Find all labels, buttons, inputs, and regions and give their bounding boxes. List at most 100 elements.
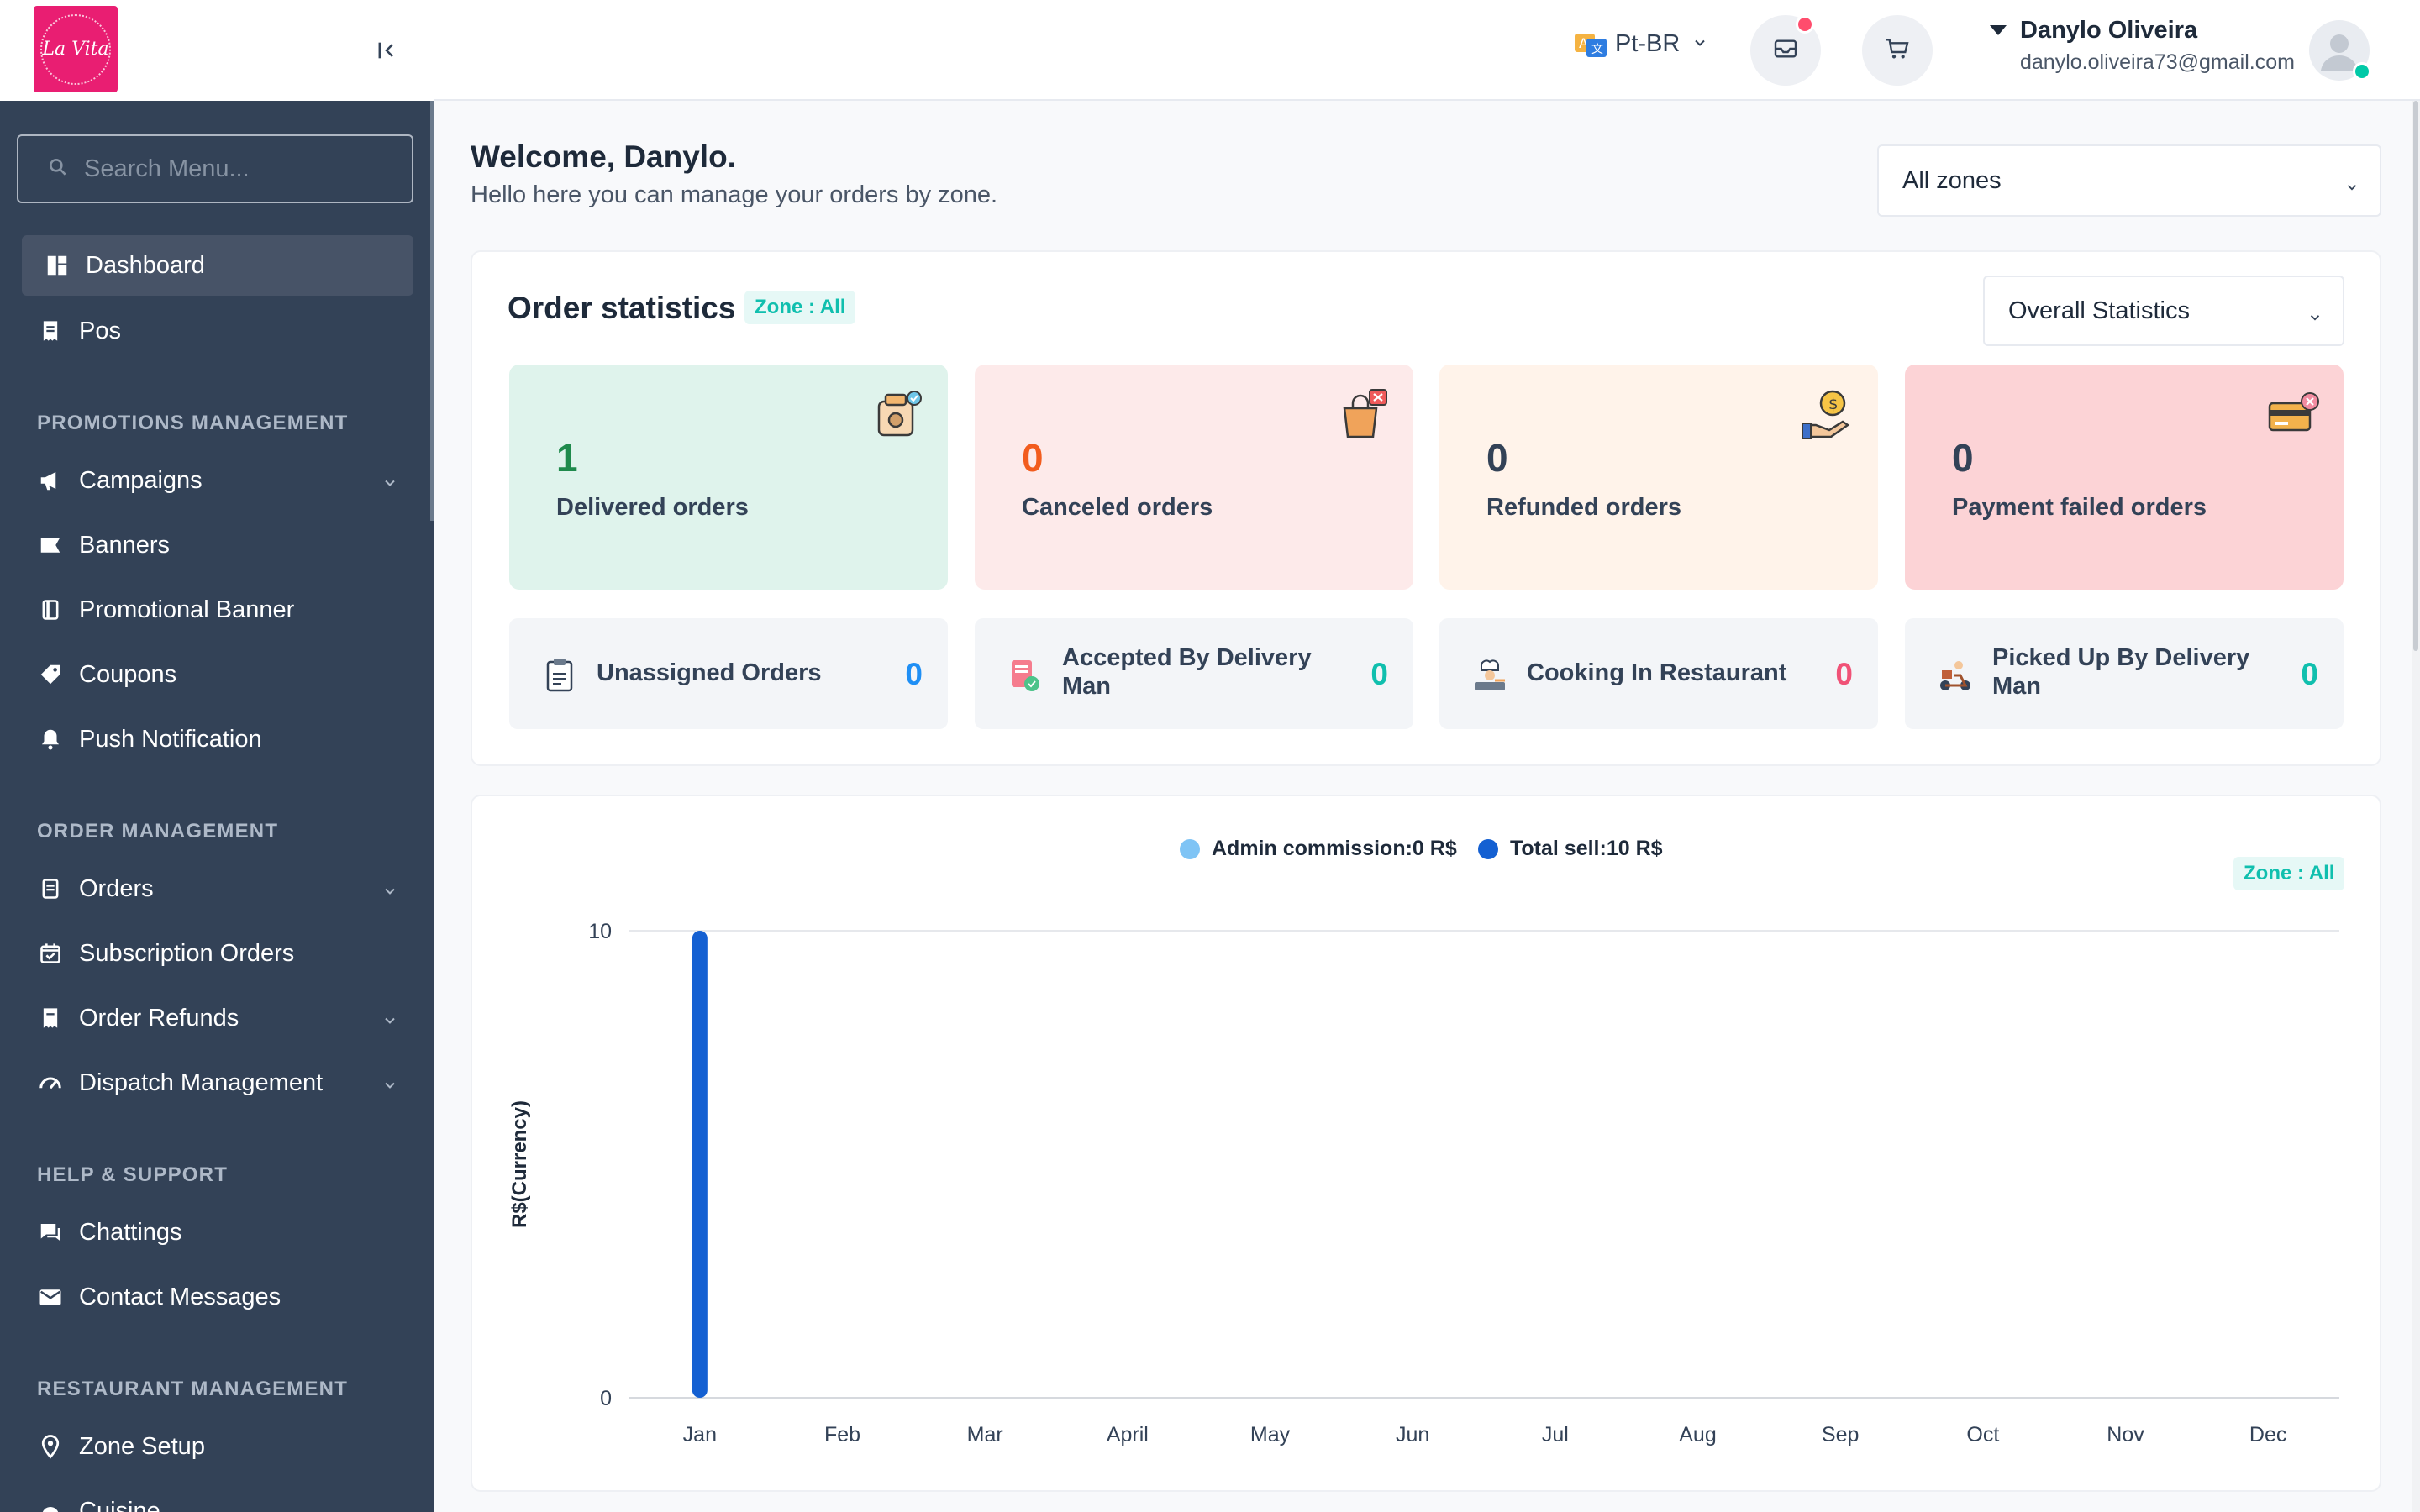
svg-text:$: $ <box>1828 396 1838 413</box>
stat-value: 0 <box>1022 436 1044 480</box>
caret-down-icon[interactable] <box>1988 24 2008 41</box>
sidebar-item-zone-setup[interactable]: Zone Setup <box>22 1416 413 1477</box>
sidebar-item-dispatch-management[interactable]: Dispatch Management <box>22 1053 413 1113</box>
banner-icon <box>35 530 66 560</box>
user-email: danylo.oliveira73@gmail.com <box>2020 50 2295 74</box>
delivery-receipt-icon <box>1007 657 1044 694</box>
picked-up-by-delivery-man-card[interactable]: Picked Up By Delivery Man 0 <box>1905 618 2344 729</box>
chevron-down-icon <box>2307 304 2323 332</box>
chevron-down-icon <box>381 1008 398 1036</box>
page-scrollbar-thumb[interactable] <box>2413 101 2418 651</box>
x-tick-label: Jul <box>1542 1423 1569 1446</box>
stat-label: Refunded orders <box>1486 494 1682 521</box>
delivered-orders-card[interactable]: 1 Delivered orders <box>509 365 948 590</box>
mini-stat-label: Accepted By Delivery Man <box>1062 644 1312 700</box>
statistics-filter-value: Overall Statistics <box>2008 297 2190 324</box>
chevron-down-icon <box>381 470 398 498</box>
bar-total-sell-jan <box>692 931 708 1398</box>
sidebar-item-label: Contact Messages <box>79 1283 281 1310</box>
sidebar-item-label: Campaigns <box>79 466 203 494</box>
stat-value: 0 <box>1952 436 1974 480</box>
delivery-scooter-icon <box>1937 657 1974 694</box>
legend-swatch <box>1478 838 1498 859</box>
canceled-orders-card[interactable]: 0 Canceled orders <box>975 365 1413 590</box>
legend-total-sell[interactable]: Total sell:10 R$ <box>1478 837 1663 861</box>
refunded-orders-card[interactable]: 0 Refunded orders $ <box>1439 365 1878 590</box>
cart-button[interactable] <box>1862 15 1933 86</box>
logo[interactable]: La Vita <box>34 6 118 92</box>
orders-icon <box>35 874 66 904</box>
y-tick-label: 10 <box>588 920 612 943</box>
mini-stat-label: Picked Up By Delivery Man <box>1992 644 2250 700</box>
search-menu-field[interactable] <box>17 134 413 203</box>
avatar[interactable] <box>2309 20 2370 81</box>
statistics-filter-select[interactable]: Overall Statistics <box>1983 276 2344 346</box>
sidebar-item-orders[interactable]: Orders <box>22 858 413 919</box>
cart-icon <box>1884 35 1911 66</box>
payment-failed-orders-card[interactable]: 0 Payment failed orders <box>1905 365 2344 590</box>
legend-admin-commission[interactable]: Admin commission:0 R$ <box>1180 837 1457 861</box>
y-tick-label: 0 <box>600 1387 612 1410</box>
x-tick-label: Aug <box>1679 1423 1716 1446</box>
sidebar-item-label: Push Notification <box>79 725 262 753</box>
sidebar-item-banners[interactable]: Banners <box>22 515 413 575</box>
sidebar-item-dashboard[interactable]: Dashboard <box>22 235 413 296</box>
location-pin-icon <box>35 1431 66 1462</box>
messages-button[interactable] <box>1750 15 1821 86</box>
stat-value: 1 <box>556 436 578 480</box>
sidebar-item-subscription-orders[interactable]: Subscription Orders <box>22 923 413 984</box>
x-tick-label: April <box>1107 1423 1149 1446</box>
section-title-restaurant: RESTAURANT MANAGEMENT <box>37 1378 349 1400</box>
section-title-orders: ORDER MANAGEMENT <box>37 820 279 843</box>
stat-label: Delivered orders <box>556 494 749 521</box>
sales-chart-card <box>471 795 2381 1492</box>
sidebar-item-label: Chattings <box>79 1218 182 1246</box>
sidebar-item-cuisine[interactable]: Cuisine <box>22 1481 413 1512</box>
svg-text:A: A <box>1579 35 1588 51</box>
stat-label: Payment failed orders <box>1952 494 2207 521</box>
sidebar-scrollbar[interactable] <box>430 101 434 521</box>
sales-bar-chart: 0 10 R$(Currency) Jan Feb Mar April May Jun Jul Au… <box>508 920 2339 1446</box>
sidebar-item-promotional-banner[interactable]: Promotional Banner <box>22 580 413 640</box>
calendar-check-icon <box>35 938 66 969</box>
sidebar-item-contact-messages[interactable]: Contact Messages <box>22 1267 413 1327</box>
sidebar-item-campaigns[interactable]: Campaigns <box>22 450 413 511</box>
x-tick-label: Sep <box>1822 1423 1859 1446</box>
refund-coin-hand-icon: $ <box>1801 388 1854 442</box>
user-name[interactable]: Danylo Oliveira <box>2020 17 2198 44</box>
cooking-in-restaurant-card[interactable]: Cooking In Restaurant 0 <box>1439 618 1878 729</box>
page-scrollbar[interactable] <box>2412 101 2420 1512</box>
mini-stat-value: 0 <box>2301 657 2318 691</box>
logo-text: La Vita <box>42 39 109 60</box>
tag-icon <box>35 659 66 690</box>
chart-zone-badge: Zone : All <box>2233 857 2345 890</box>
mini-stat-value: 0 <box>1835 657 1853 691</box>
sidebar-item-push-notification[interactable]: Push Notification <box>22 709 413 769</box>
sidebar-item-order-refunds[interactable]: Order Refunds <box>22 988 413 1048</box>
sidebar-item-coupons[interactable]: Coupons <box>22 644 413 705</box>
order-statistics-title: Order statistics <box>508 291 736 325</box>
top-header <box>434 0 2420 101</box>
sidebar-item-label: Coupons <box>79 660 177 688</box>
sidebar-item-label: Pos <box>79 317 121 344</box>
mini-stat-value: 0 <box>905 657 923 691</box>
mail-icon <box>35 1282 66 1312</box>
search-menu-input[interactable] <box>82 154 405 184</box>
chevron-down-icon <box>2344 174 2360 202</box>
sidebar-item-label: Banners <box>79 531 171 559</box>
zone-badge: Zone : All <box>744 291 856 324</box>
x-tick-label: Mar <box>967 1423 1003 1446</box>
accepted-by-delivery-man-card[interactable]: Accepted By Delivery Man 0 <box>975 618 1413 729</box>
zone-select[interactable]: All zones <box>1877 144 2381 217</box>
sidebar-item-chattings[interactable]: Chattings <box>22 1202 413 1263</box>
x-tick-label: Jun <box>1396 1423 1429 1446</box>
bell-icon <box>35 724 66 754</box>
unassigned-orders-card[interactable]: Unassigned Orders 0 <box>509 618 948 729</box>
online-status-indicator <box>2353 62 2371 81</box>
sidebar-item-pos[interactable]: Pos <box>22 301 413 361</box>
collapse-sidebar-icon[interactable] <box>368 34 405 67</box>
x-tick-label: Dec <box>2249 1423 2286 1446</box>
dashboard-icon <box>42 250 72 281</box>
